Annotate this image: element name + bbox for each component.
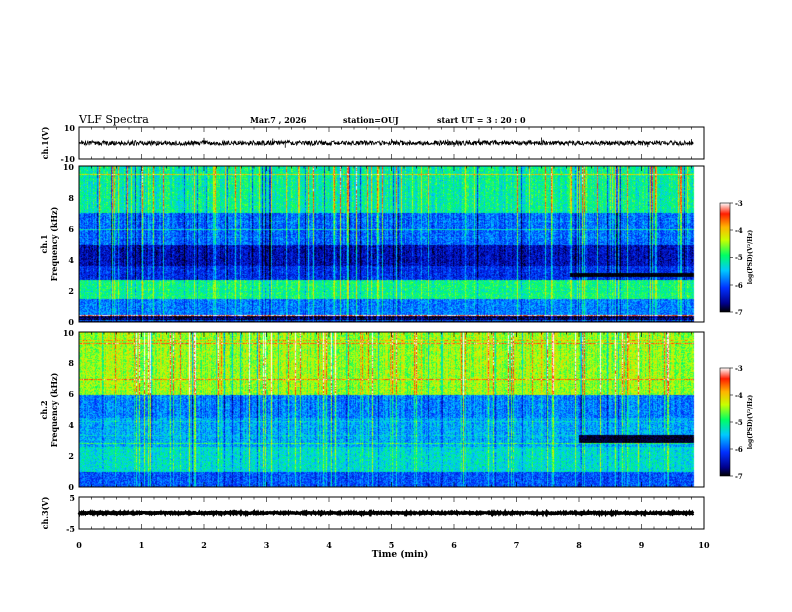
ch1-spectrogram-ticks: [78, 166, 705, 322]
ch2-freq-tick-0: 0: [68, 482, 74, 492]
ch2-colorbar-tick-6: -6: [735, 445, 743, 454]
time-tick-label-8: 8: [576, 540, 582, 550]
time-tick-label-6: 6: [451, 540, 457, 550]
ch2-colorbar: [719, 367, 731, 477]
ch1-spectrogram-image-holder: [79, 166, 704, 322]
ch1-freq-tick-10: 10: [63, 162, 75, 172]
ch2-colorbar-tick-4: -4: [735, 391, 743, 400]
ch1-colorbar-label: log(PSD)(V²/Hz): [747, 230, 754, 285]
ch1-ytick-bottom: -10: [61, 154, 76, 164]
ch2-colorbar-tick-5: -5: [735, 418, 743, 427]
time-tick-label-1: 1: [139, 540, 145, 550]
ch1-freq-tick-2: 2: [68, 286, 74, 296]
ch2-spectrogram-image: [79, 332, 704, 487]
ch1-freq-tick-6: 6: [68, 224, 74, 234]
ch3-waveform-trace: [77, 508, 695, 518]
ch1-ytick-top: 10: [64, 123, 76, 133]
time-tick-label-3: 3: [264, 540, 270, 550]
ch2-colorbar-tick-min: -7: [735, 472, 743, 481]
time-tick-label-7: 7: [514, 540, 520, 550]
ch2-spectrogram-ticks: [78, 332, 705, 487]
ch3-ytick-top: 5: [69, 493, 75, 503]
ch1-colorbar-tick-5: -5: [735, 253, 743, 262]
start-time-label: start UT = 3 : 20 : 0: [437, 115, 526, 125]
ch2-colorbar-tick-max: -3: [735, 364, 743, 373]
ch1-colorbar-tick-max: -3: [735, 199, 743, 208]
figure-title: VLF Spectra: [78, 113, 149, 126]
ch1-colorbar-tick-min: -7: [735, 308, 743, 317]
ch2-freq-tick-8: 8: [68, 358, 74, 368]
time-tick-label-4: 4: [326, 540, 332, 550]
ch1-freq-tick-8: 8: [68, 193, 74, 203]
ch2-spectrogram-channel-label: ch.2: [39, 400, 49, 419]
time-tick-label-2: 2: [201, 540, 207, 550]
ch1-spectrogram-channel-label: ch.1: [39, 234, 49, 253]
ch3-waveform-ticks: [78, 497, 705, 529]
ch1-spectrogram-panel: 0 2 4 6 8 10 ch.1 Frequency (kHz) -3 -4 …: [39, 162, 754, 327]
time-axis-label: Time (min): [372, 549, 429, 560]
time-tick-label-5: 5: [389, 540, 395, 550]
ch1-spectrogram-ylabel: Frequency (kHz): [49, 206, 59, 281]
time-tick-label-9: 9: [639, 540, 645, 550]
ch3-waveform-panel: 5 -5 ch.3(V): [40, 493, 705, 534]
ch1-colorbar-tick-4: -4: [735, 226, 743, 235]
ch1-waveform-ylabel: ch.1(V): [40, 126, 50, 159]
ch2-spectrogram-panel: 0 2 4 6 8 10 ch.2 Frequency (kHz) -3 -4 …: [39, 328, 754, 492]
time-tick-label-0: 0: [76, 540, 82, 550]
time-axis-tick-labels: 0 1 2 3 4 5 6 7 8 9 10: [76, 540, 710, 550]
ch2-colorbar-label: log(PSD)(V²/Hz): [747, 395, 754, 450]
ch3-ytick-bottom: -5: [66, 524, 75, 534]
station-label: station=OUJ: [343, 115, 399, 125]
ch2-freq-tick-2: 2: [68, 451, 74, 461]
ch1-freq-tick-0: 0: [68, 317, 74, 327]
ch2-spectrogram-image-holder: [79, 332, 704, 487]
date-label: Mar.7 , 2026: [250, 115, 307, 125]
ch1-waveform-panel: 10 -10 ch.1(V): [40, 123, 705, 164]
ch1-waveform-trace: [78, 137, 694, 148]
ch1-colorbar-tick-6: -6: [735, 281, 743, 290]
ch2-spectrogram-ylabel: Frequency (kHz): [49, 372, 59, 447]
ch2-freq-tick-4: 4: [68, 420, 74, 430]
ch3-waveform-ylabel: ch.3(V): [40, 496, 50, 529]
ch1-colorbar: [719, 202, 731, 313]
ch1-waveform-ticks: [78, 127, 705, 159]
ch1-freq-tick-4: 4: [68, 255, 74, 265]
ch1-spectrogram-image: [79, 166, 704, 322]
ch2-freq-tick-6: 6: [68, 389, 74, 399]
time-tick-label-10: 10: [698, 540, 710, 550]
ch2-freq-tick-10: 10: [63, 328, 75, 338]
